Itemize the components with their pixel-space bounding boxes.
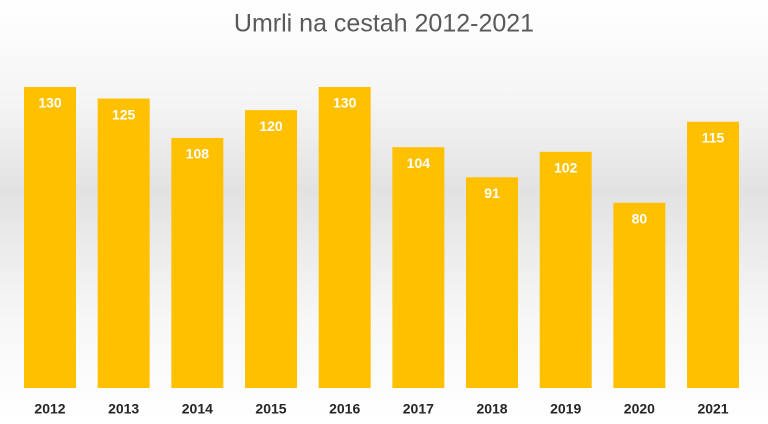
bar — [97, 98, 150, 389]
data-label: 130 — [333, 95, 357, 111]
x-tick-label: 2019 — [550, 401, 581, 417]
data-label: 91 — [484, 185, 500, 201]
x-tick-label: 2012 — [34, 401, 65, 417]
x-tick-label: 2017 — [403, 401, 434, 417]
bar — [466, 177, 519, 388]
bar — [245, 110, 298, 389]
x-tick-label: 2014 — [182, 401, 213, 417]
bar — [687, 121, 740, 388]
x-tick-label: 2021 — [697, 401, 728, 417]
bar — [539, 151, 592, 388]
bar — [613, 202, 666, 388]
data-label: 108 — [186, 146, 210, 162]
data-label: 104 — [407, 155, 431, 171]
data-label: 80 — [632, 210, 648, 226]
bar — [392, 147, 445, 388]
data-label: 102 — [554, 160, 578, 176]
x-tick-label: 2013 — [108, 401, 139, 417]
data-label: 120 — [259, 118, 283, 134]
data-label: 125 — [112, 106, 136, 122]
x-tick-label: 2020 — [624, 401, 655, 417]
bar — [318, 87, 371, 388]
bar — [24, 87, 76, 388]
data-label: 115 — [702, 129, 725, 145]
bar — [171, 137, 224, 388]
x-tick-label: 2015 — [255, 401, 286, 417]
x-tick-label: 2016 — [329, 401, 360, 417]
data-label: 130 — [38, 95, 62, 111]
chart-title: Umrli na cestah 2012-2021 — [234, 10, 534, 38]
x-tick-label: 2018 — [476, 401, 507, 417]
